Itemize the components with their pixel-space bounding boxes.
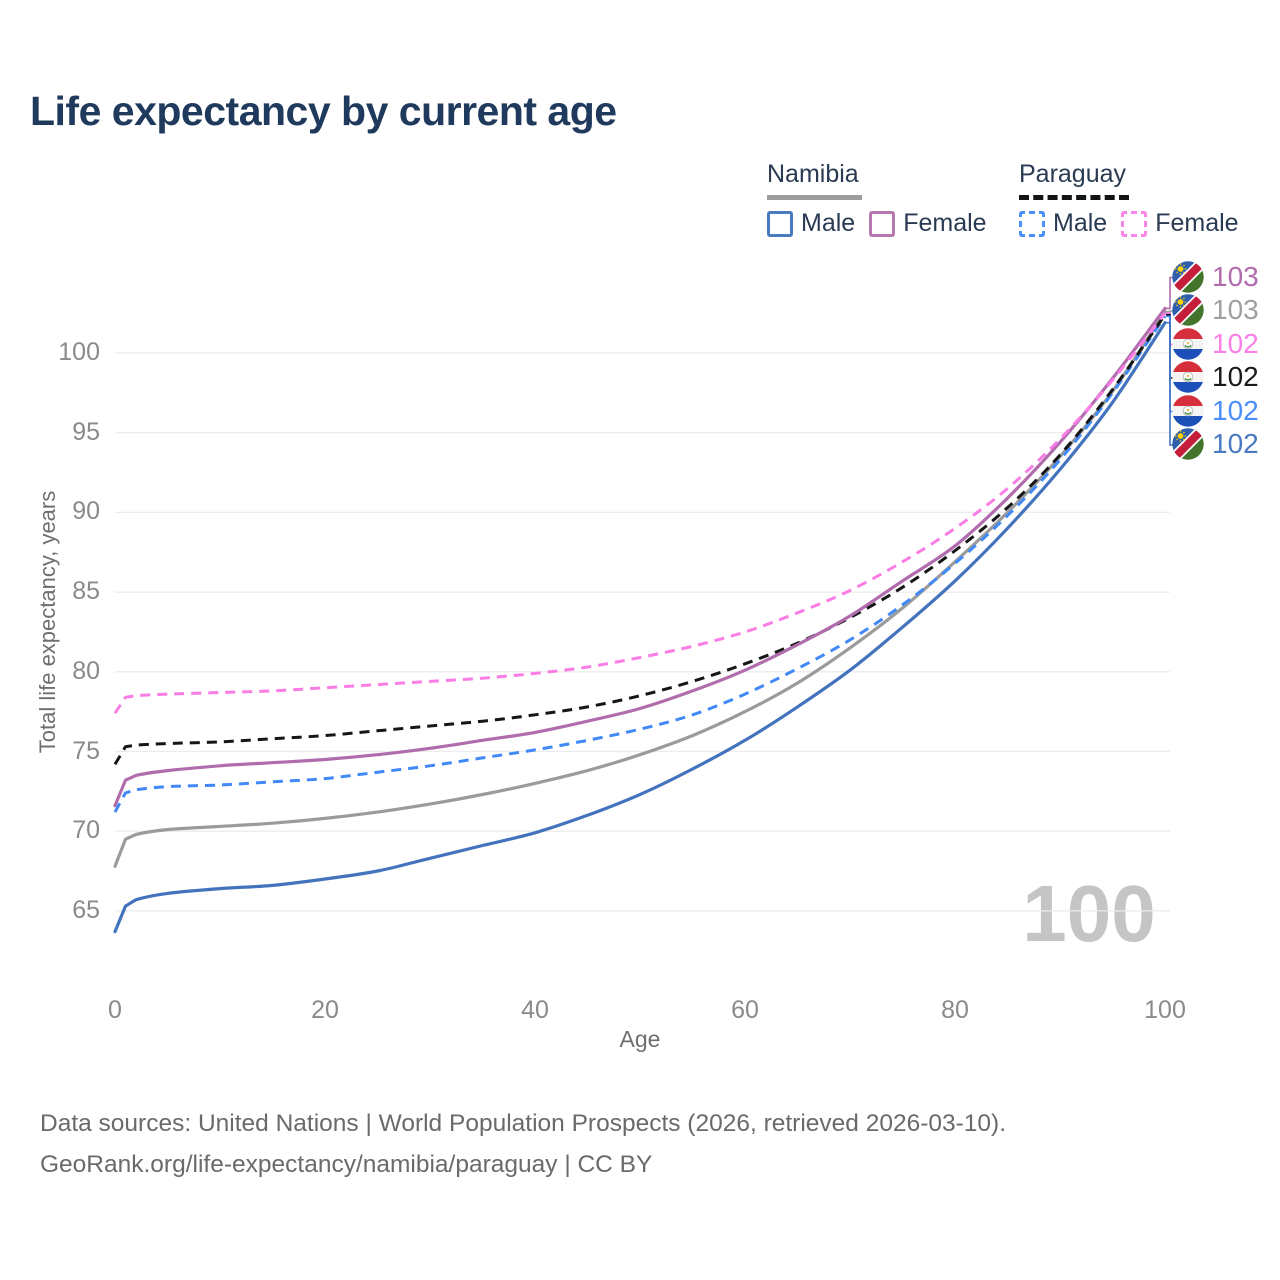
age-watermark: 100 [1022,869,1156,958]
x-tick-20: 20 [311,996,339,1024]
x-tick-80: 80 [941,996,969,1024]
y-tick-95: 95 [72,417,100,446]
end-value-label: 103 [1212,294,1259,325]
legend-item-paraguay-female[interactable]: Female [1121,209,1239,238]
y-tick-90: 90 [72,497,100,526]
paraguay-flag-icon [1172,327,1204,360]
namibia-flag-icon [1172,428,1204,460]
end-label-row-namibia-male: 102 [1172,428,1259,460]
footer-data-sources: Data sources: United Nations | World Pop… [40,1110,1007,1137]
namibia-male-swatch[interactable] [767,210,793,237]
y-tick-70: 70 [72,816,100,845]
namibia-line-sample [767,195,862,200]
y-tick-65: 65 [72,895,100,924]
legend-namibia-label: Namibia [767,160,859,188]
series-line-namibia-male [113,321,1167,934]
footer-attribution: GeoRank.org/life-expectancy/namibia/para… [40,1151,653,1178]
series-line-namibia [113,310,1167,868]
end-value-label: 102 [1212,394,1259,426]
legend-paraguay-label: Paraguay [1019,160,1127,188]
legend-group-namibia: Namibia Male Female [767,160,987,238]
namibia-female-swatch[interactable] [869,210,896,237]
legend-item-namibia-male[interactable]: Male [767,209,855,238]
x-tick-0: 0 [108,996,122,1024]
page-title: Life expectancy by current age [30,88,617,134]
end-label-row-paraguay-male: 102 [1172,395,1259,427]
end-label-row-namibia-female: 103 [1172,261,1259,293]
legend-item-namibia-female[interactable]: Female [869,209,987,238]
x-tick-100: 100 [1144,996,1186,1024]
paraguay-female-swatch[interactable] [1121,210,1148,237]
series-line-paraguay-female [113,312,1167,715]
y-tick-75: 75 [72,736,100,765]
y-tick-100: 100 [58,338,100,366]
legend-item-label: Male [801,209,856,237]
legend-item-label: Female [1155,209,1239,237]
end-label-row-paraguay: 102 [1172,361,1259,393]
end-label-row-paraguay-female: 102 [1172,328,1259,360]
paraguay-flag-icon [1172,394,1204,427]
legend-item-paraguay-male[interactable]: Male [1019,209,1107,238]
end-value-label: 102 [1212,428,1259,459]
paraguay-line-sample [1019,195,1129,200]
end-value-label: 102 [1212,361,1259,392]
end-value-label: 103 [1212,260,1259,292]
namibia-flag-icon [1172,260,1204,293]
y-tick-80: 80 [72,656,100,685]
series-line-namibia-female [113,306,1167,808]
x-tick-60: 60 [731,996,759,1024]
legend-item-label: Male [1053,209,1108,237]
end-value-label: 102 [1212,327,1259,359]
end-label-row-namibia: 103 [1172,294,1259,326]
namibia-flag-icon [1172,294,1204,326]
x-tick-40: 40 [521,996,549,1024]
footer: Data sources: United Nations | World Pop… [40,1103,1006,1185]
paraguay-flag-icon [1172,361,1204,393]
series-line-paraguay [113,313,1167,766]
x-axis-label: Age [619,1026,661,1052]
y-tick-85: 85 [72,577,100,606]
legend-group-paraguay: Paraguay Male Female [1019,160,1239,238]
legend-item-label: Female [903,209,987,237]
series-line-paraguay-male [113,315,1167,813]
paraguay-male-swatch[interactable] [1019,210,1045,237]
